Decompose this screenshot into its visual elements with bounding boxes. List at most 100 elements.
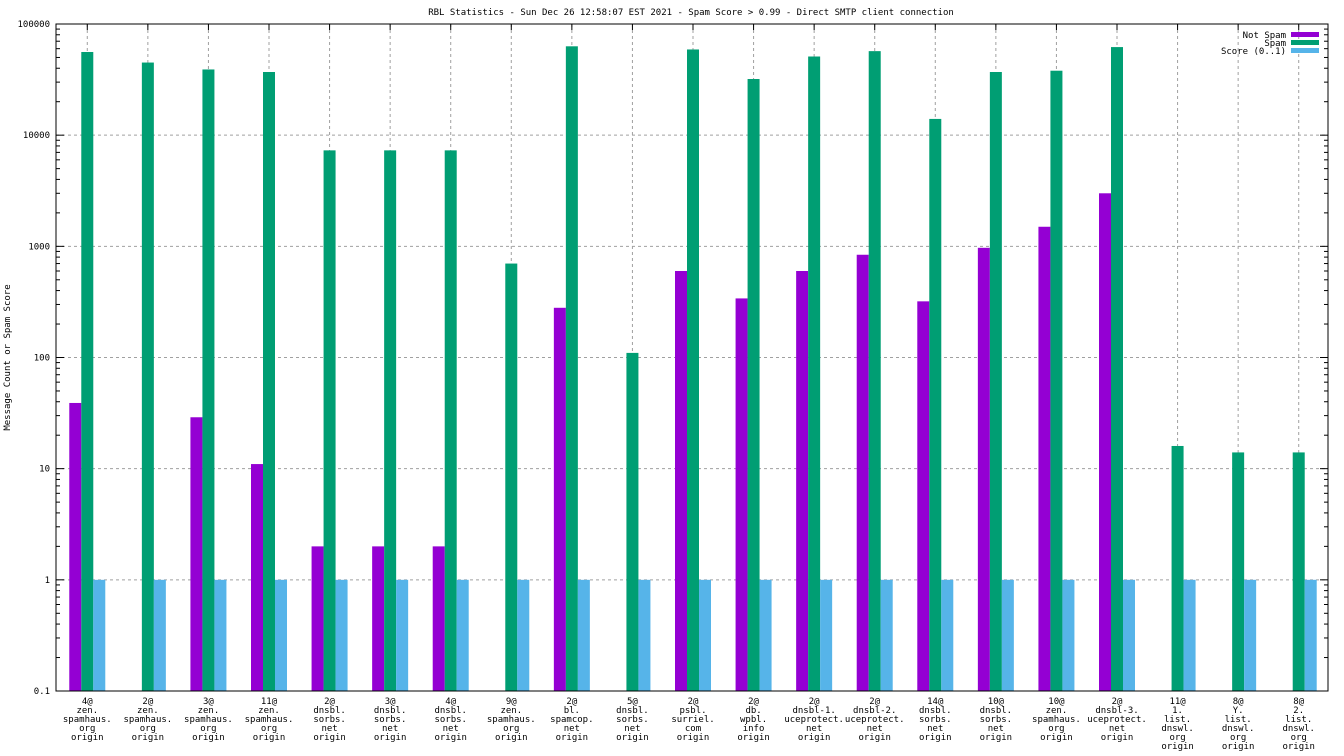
x-tick-label-line: db. — [745, 706, 761, 716]
bar-spam — [747, 79, 760, 692]
x-tick-label: 10@ zen. spamhaus. org origin — [1032, 697, 1081, 743]
x-tick-label-line: spamhaus. — [184, 715, 233, 725]
chart-title: RBL Statistics - Sun Dec 26 12:58:07 EST… — [428, 8, 954, 18]
x-tick-label: 11@ 1. list. dnswl. org origin — [1161, 697, 1194, 752]
x-tick-label: 2@ dnsbl. sorbs. net origin — [313, 697, 346, 743]
x-tick-label-line: 3@ — [203, 697, 214, 707]
x-tick-label-line: zen. — [500, 706, 522, 716]
bar-score-0-1- — [214, 579, 227, 691]
bar-not-spam — [796, 270, 809, 691]
legend-swatch — [1291, 32, 1319, 37]
x-tick-label: 5@ dnsbl. sorbs. net origin — [616, 697, 649, 743]
bar-not-spam — [553, 307, 566, 691]
x-tick-label: 4@ zen. spamhaus. org origin — [63, 697, 112, 743]
bar-score-0-1- — [880, 579, 893, 691]
bar-score-0-1- — [759, 579, 772, 691]
bar-spam — [384, 150, 397, 692]
x-tick-label-line: 4@ — [445, 697, 456, 707]
x-tick-label-line: origin — [132, 733, 165, 743]
x-tick-label-line: spamhaus. — [123, 715, 172, 725]
x-tick-label-line: org — [261, 724, 277, 734]
bar-not-spam — [675, 270, 687, 691]
x-tick-label-line: spamhaus. — [63, 715, 112, 725]
x-tick-label: 14@ dnsbl. sorbs. net origin — [919, 697, 952, 743]
x-tick-label-line: origin — [737, 733, 770, 743]
bar-score-0-1- — [335, 579, 348, 691]
x-tick-label-line: list. — [1225, 715, 1252, 725]
x-tick-label-line: origin — [313, 733, 346, 743]
bar-spam — [929, 118, 942, 691]
bar-spam — [505, 263, 518, 691]
x-tick-label-line: sorbs. — [919, 715, 952, 725]
x-tick-label-line: org — [503, 724, 519, 734]
x-tick-label-line: net — [443, 724, 459, 734]
x-tick-label: 2@ dnsbl-3. uceprotect. net origin — [1087, 697, 1147, 743]
bar-spam — [565, 46, 578, 691]
x-tick-label-line: org — [1291, 733, 1307, 743]
x-tick-label-line: zen. — [258, 706, 280, 716]
bar-spam — [1292, 452, 1305, 691]
x-tick-label-line: dnsbl-3. — [1095, 706, 1138, 716]
x-tick-label-line: net — [1109, 724, 1125, 734]
x-tick-label-line: net — [564, 724, 580, 734]
bar-spam — [1171, 445, 1184, 691]
legend-swatch — [1291, 48, 1319, 53]
bar-spam — [1111, 47, 1123, 692]
x-tick-label-line: dnsbl-1. — [792, 706, 835, 716]
x-tick-label-line: origin — [1161, 742, 1194, 752]
bar-not-spam — [251, 464, 263, 691]
bar-not-spam — [432, 546, 445, 691]
x-tick-label-line: 2@ — [324, 697, 335, 707]
x-tick-label-line: org — [1169, 733, 1185, 743]
y-tick-label: 1000 — [28, 242, 50, 252]
bar-not-spam — [1099, 193, 1111, 692]
x-tick-label-line: origin — [556, 733, 589, 743]
x-tick-label-line: net — [988, 724, 1004, 734]
x-tick-label-line: org — [79, 724, 95, 734]
x-tick-label-line: bl. — [564, 706, 580, 716]
bar-not-spam — [311, 546, 324, 691]
x-tick-label-line: dnsbl-2. — [853, 706, 896, 716]
x-tick-label-line: origin — [71, 733, 104, 743]
x-tick-label-line: 2@ — [809, 697, 820, 707]
x-tick-label-line: net — [927, 724, 943, 734]
y-axis: 0.1 1 10 100 1000 10000 100000 — [17, 20, 1328, 697]
bar-spam — [141, 62, 154, 691]
x-tick-label-line: org — [1230, 733, 1246, 743]
x-tick-label-line: dnsbl. — [374, 706, 407, 716]
x-tick-label-line: Y. — [1233, 706, 1244, 716]
y-tick-label: 1 — [45, 576, 50, 586]
bar-score-0-1- — [396, 579, 409, 691]
bar-score-0-1- — [517, 579, 530, 691]
x-tick-label-line: sorbs. — [616, 715, 649, 725]
bar-score-0-1- — [1062, 579, 1075, 691]
legend-label: Spam — [1264, 39, 1286, 49]
x-tick-label-line: dnsbl. — [313, 706, 346, 716]
x-tick-label-line: zen. — [76, 706, 98, 716]
x-tick-label-line: 8@ — [1233, 697, 1244, 707]
bar-spam — [1232, 452, 1245, 691]
x-tick-label-line: list. — [1285, 715, 1312, 725]
bar-spam — [263, 72, 275, 691]
x-tick-label-line: com — [685, 724, 701, 734]
x-tick-label-line: dnsbl. — [980, 706, 1013, 716]
bar-score-0-1- — [1001, 579, 1014, 691]
x-tick-label-line: origin — [677, 733, 710, 743]
x-tick-label-line: 11@ — [261, 697, 278, 707]
x-tick-label-line: 5@ — [627, 697, 638, 707]
x-tick-label-line: uceprotect. — [845, 715, 905, 725]
x-tick-label-line: spamhaus. — [487, 715, 536, 725]
x-tick-label: 9@ zen. spamhaus. org origin — [487, 697, 536, 743]
x-tick-label-line: origin — [253, 733, 286, 743]
x-tick-label-line: origin — [919, 733, 952, 743]
x-tick-label-line: wpbl. — [740, 715, 767, 725]
bar-score-0-1- — [941, 579, 954, 691]
legend-swatch — [1291, 40, 1319, 45]
bar-spam — [444, 150, 457, 692]
bar-score-0-1- — [638, 579, 651, 691]
x-tick-label: 3@ zen. spamhaus. org origin — [184, 697, 233, 743]
bars — [69, 46, 1317, 692]
bar-score-0-1- — [93, 579, 106, 691]
